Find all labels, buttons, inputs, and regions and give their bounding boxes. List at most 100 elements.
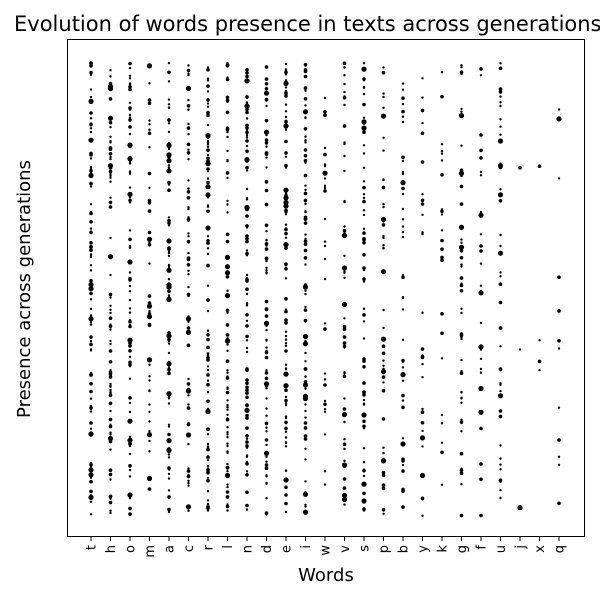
data-point — [304, 436, 307, 439]
data-point — [167, 396, 171, 399]
data-point — [323, 152, 327, 157]
data-point — [108, 166, 113, 170]
data-point — [167, 219, 171, 223]
data-point — [108, 468, 113, 473]
data-point — [557, 463, 561, 466]
data-point — [89, 314, 93, 317]
data-point — [323, 410, 327, 413]
data-point — [264, 141, 269, 145]
data-point — [128, 61, 132, 66]
data-point — [440, 422, 444, 425]
data-point — [303, 191, 308, 196]
data-point — [187, 403, 190, 406]
data-point — [89, 286, 93, 290]
data-point — [479, 170, 483, 174]
data-point — [303, 340, 308, 345]
data-point — [109, 172, 112, 176]
data-point — [381, 470, 386, 475]
data-point — [185, 388, 192, 394]
data-point — [89, 278, 93, 283]
data-point — [284, 426, 288, 431]
data-point — [89, 500, 93, 503]
data-point — [108, 120, 113, 125]
data-point — [362, 277, 366, 281]
data-point — [265, 266, 268, 270]
data-point — [401, 437, 405, 440]
data-point — [440, 247, 444, 251]
data-point — [148, 375, 151, 378]
data-point — [147, 312, 152, 316]
data-point — [128, 468, 132, 472]
data-point — [225, 308, 230, 313]
data-point — [128, 410, 132, 414]
data-point — [245, 313, 249, 317]
data-point — [459, 255, 464, 260]
data-point — [264, 65, 269, 69]
data-point — [264, 438, 269, 442]
data-point — [401, 235, 405, 239]
x-tick-label: y — [416, 545, 431, 553]
data-point — [264, 350, 269, 355]
data-point — [323, 244, 327, 248]
data-point — [284, 416, 288, 420]
data-point — [148, 186, 151, 190]
data-point — [343, 154, 346, 158]
data-point — [244, 157, 250, 163]
data-point — [499, 62, 502, 65]
data-point — [166, 158, 172, 164]
data-point — [264, 87, 269, 91]
data-point — [479, 262, 483, 265]
data-point — [167, 188, 171, 192]
data-point — [381, 351, 386, 356]
data-point — [499, 162, 502, 165]
data-point — [303, 242, 308, 247]
x-tick-label: s — [358, 545, 373, 552]
data-point — [89, 372, 93, 377]
data-point — [167, 181, 171, 185]
data-point — [88, 98, 94, 104]
data-point — [206, 111, 210, 115]
data-point — [421, 202, 424, 205]
data-point — [109, 311, 112, 315]
data-point — [206, 476, 210, 480]
data-point — [89, 70, 93, 75]
data-point — [148, 450, 151, 453]
data-point — [459, 471, 464, 476]
data-point — [206, 102, 210, 105]
data-point — [147, 209, 152, 213]
data-point — [497, 138, 504, 144]
data-point — [108, 393, 113, 398]
data-point — [459, 420, 464, 424]
data-point — [537, 359, 542, 364]
data-point — [362, 365, 366, 369]
data-point — [264, 256, 269, 261]
data-point — [226, 403, 229, 407]
data-point — [226, 149, 229, 153]
data-point — [284, 115, 288, 119]
data-point — [264, 223, 269, 228]
data-point — [342, 124, 347, 128]
data-point — [343, 74, 346, 77]
data-point — [479, 210, 483, 214]
data-point — [206, 337, 210, 341]
data-point — [206, 446, 210, 449]
data-point — [459, 202, 464, 206]
data-point — [265, 166, 268, 169]
data-point — [226, 405, 229, 409]
data-point — [167, 254, 171, 258]
data-point — [205, 225, 211, 231]
data-point — [128, 144, 132, 147]
data-point — [421, 498, 424, 501]
data-point — [284, 128, 288, 131]
data-point — [265, 104, 268, 108]
data-point — [89, 157, 93, 160]
data-point — [206, 309, 210, 313]
data-point — [148, 119, 151, 122]
data-point — [186, 142, 191, 147]
data-point — [323, 372, 327, 375]
data-point — [89, 348, 93, 351]
data-point — [284, 402, 288, 405]
data-point — [284, 363, 288, 366]
data-point — [167, 453, 171, 456]
data-point — [265, 145, 268, 148]
